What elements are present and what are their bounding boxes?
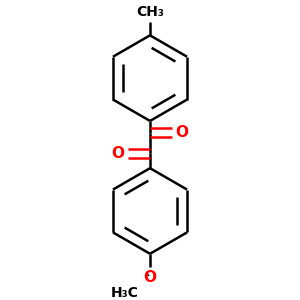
Text: CH₃: CH₃ xyxy=(136,5,164,19)
Text: O: O xyxy=(111,146,124,161)
Text: O: O xyxy=(143,270,157,285)
Text: H₃C: H₃C xyxy=(110,286,138,300)
Text: O: O xyxy=(176,125,189,140)
